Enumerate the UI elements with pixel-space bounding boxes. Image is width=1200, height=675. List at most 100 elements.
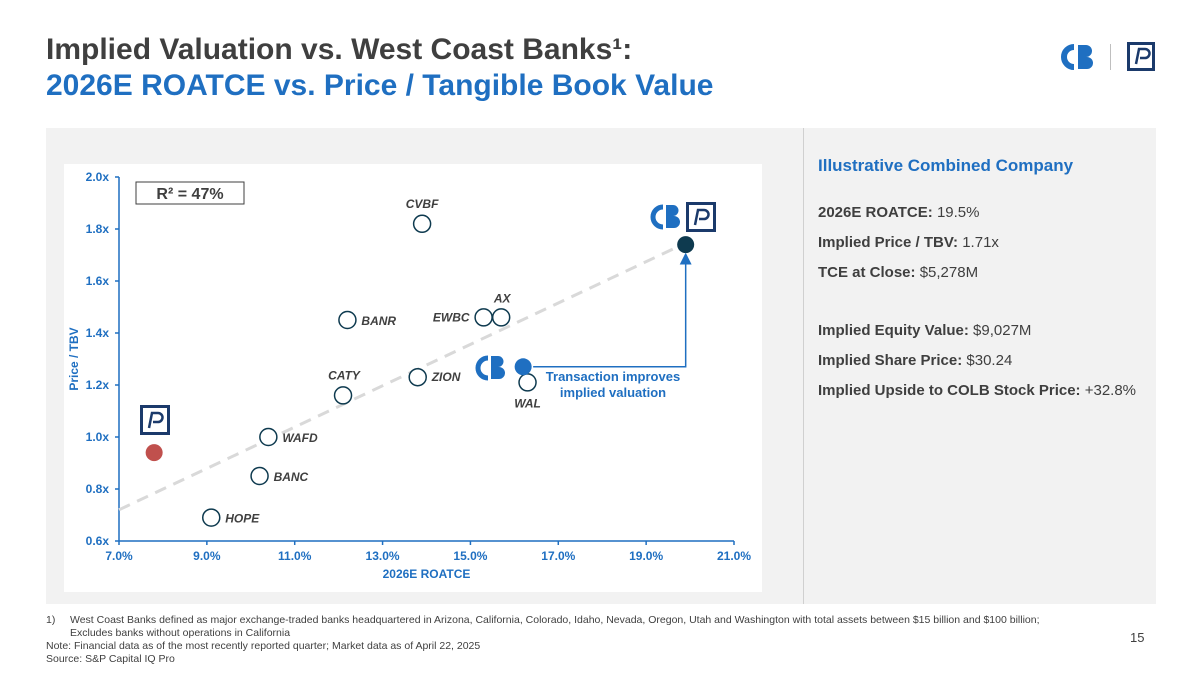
peer-points: CVBF BANR EWBC AX CATY ZION WAL WAFD BANC HOPE xyxy=(202,197,541,527)
peer-label: CATY xyxy=(328,368,361,382)
metric-equity-value: Implied Equity Value: $9,027M xyxy=(818,316,1148,346)
transaction-arrow xyxy=(533,252,692,368)
metric-value: +32.8% xyxy=(1084,382,1137,399)
metric-label: Implied Upside to COLB Stock Price: xyxy=(818,382,1081,399)
y-tick-label: 0.8x xyxy=(86,482,110,496)
y-tick-label: 1.4x xyxy=(86,326,110,340)
r-squared-box: R² = 47% xyxy=(135,181,245,205)
metric-label: Implied Share Price: xyxy=(818,352,963,369)
peer-marker xyxy=(250,466,269,486)
x-tick-label: 9.0% xyxy=(193,549,221,563)
slide-title: Implied Valuation vs. West Coast Banks¹:… xyxy=(46,32,713,104)
columbia-point xyxy=(514,358,532,376)
combined-point xyxy=(677,236,695,254)
metric-value: 19.5% xyxy=(936,204,980,221)
pacpremier-logo-icon xyxy=(686,202,716,232)
peer-point-caty: CATY xyxy=(328,368,361,405)
metric-upside: Implied Upside to COLB Stock Price: +32.… xyxy=(818,376,1148,406)
footnote-note: Note: Financial data as of the most rece… xyxy=(46,640,481,652)
cb-logo-icon xyxy=(1061,44,1093,70)
metric-label: Implied Price / TBV: xyxy=(818,234,959,251)
metric-label: 2026E ROATCE: xyxy=(818,204,933,221)
footnotes: 1) West Coast Banks defined as major exc… xyxy=(46,614,1126,666)
x-tick-label: 21.0% xyxy=(717,549,751,563)
pacpremier-logo-icon xyxy=(1127,42,1155,71)
peer-point-hope: HOPE xyxy=(202,508,260,527)
metric-label: Implied Equity Value: xyxy=(818,322,969,339)
footnote-1-continued: Excludes banks without operations in Cal… xyxy=(70,627,291,639)
combined-company-panel: Illustrative Combined Company 2026E ROAT… xyxy=(818,156,1148,406)
x-tick-label: 17.0% xyxy=(541,549,575,563)
cb-logo-icon xyxy=(475,355,505,381)
peer-label: HOPE xyxy=(225,512,260,526)
logo-inner xyxy=(689,205,713,229)
pacpremier-point xyxy=(145,444,163,462)
peer-label: WAL xyxy=(514,396,541,410)
metric-roatce: 2026E ROATCE: 19.5% xyxy=(818,198,1148,228)
peer-point-wal: WAL xyxy=(514,373,541,410)
page-number: 15 xyxy=(1130,630,1145,645)
peer-marker xyxy=(518,373,537,392)
x-tick-label: 19.0% xyxy=(629,549,663,563)
transaction-annotation: Transaction improves implied valuation xyxy=(546,369,680,400)
footnote-source: Source: S&P Capital IQ Pro xyxy=(46,653,175,665)
peer-label: ZION xyxy=(431,370,461,384)
footnote-1: 1) West Coast Banks defined as major exc… xyxy=(46,614,1126,627)
peer-point-ax: AX xyxy=(491,291,512,327)
metric-value: $5,278M xyxy=(919,264,979,281)
peer-marker xyxy=(202,508,221,527)
metric-value: 1.71x xyxy=(962,234,999,251)
metric-value: $9,027M xyxy=(973,322,1032,339)
logo-c xyxy=(650,204,664,230)
logo-mark xyxy=(693,208,710,226)
y-tick-label: 0.6x xyxy=(86,534,110,548)
peer-label: EWBC xyxy=(433,310,470,324)
y-tick-label: 2.0x xyxy=(86,170,110,184)
peer-point-banc: BANC xyxy=(250,466,309,486)
logo-b xyxy=(666,205,680,228)
peer-label: BANR xyxy=(361,314,396,328)
chart-axes: 7.0% 9.0% 11.0% 13.0% 15.0% 17.0% 19.0% 21.0% 0.… xyxy=(67,170,751,581)
metric-price-tbv: Implied Price / TBV: 1.71x xyxy=(818,228,1148,258)
peer-label: WAFD xyxy=(282,431,318,445)
y-tick-label: 1.0x xyxy=(86,430,110,444)
logo-mark xyxy=(147,411,164,429)
peer-marker xyxy=(491,308,511,327)
r-squared-label: R² = 47% xyxy=(156,186,223,203)
pacpremier-logo-icon xyxy=(140,405,170,435)
peer-marker xyxy=(333,386,353,405)
footnote-number: 1) xyxy=(46,614,56,626)
x-tick-label: 11.0% xyxy=(278,549,312,563)
x-tick-label: 15.0% xyxy=(453,549,487,563)
header-logos xyxy=(1061,42,1155,71)
peer-marker xyxy=(259,427,278,447)
logo-b xyxy=(491,356,505,379)
logo-divider xyxy=(1110,44,1111,70)
metric-value: $30.24 xyxy=(966,352,1013,369)
peer-point-banr: BANR xyxy=(338,310,396,330)
footnote-text: West Coast Banks defined as major exchan… xyxy=(70,614,1040,626)
metric-share-price: Implied Share Price: $30.24 xyxy=(818,346,1148,376)
peer-point-zion: ZION xyxy=(408,367,461,387)
highlighted-points: Transaction improves implied valuation xyxy=(140,202,716,462)
peer-label: BANC xyxy=(274,470,309,484)
peer-marker xyxy=(474,308,493,327)
peer-marker xyxy=(412,214,432,234)
y-tick-label: 1.6x xyxy=(86,274,110,288)
y-tick-label: 1.8x xyxy=(86,222,110,236)
peer-marker xyxy=(338,310,357,330)
metric-tce: TCE at Close: $5,278M xyxy=(818,258,1148,288)
title-line-2: 2026E ROATCE vs. Price / Tangible Book V… xyxy=(46,69,714,102)
x-axis-title: 2026E ROATCE xyxy=(383,567,471,581)
metric-label: TCE at Close: xyxy=(818,264,916,281)
peer-marker xyxy=(408,367,427,387)
logo-c xyxy=(475,355,489,381)
peer-point-cvbf: CVBF xyxy=(406,197,439,234)
y-axis-title: Price / TBV xyxy=(67,327,81,390)
peer-point-wafd: WAFD xyxy=(259,427,318,447)
peer-point-ewbc: EWBC xyxy=(433,308,493,327)
peer-label: CVBF xyxy=(406,197,439,211)
combined-company-heading: Illustrative Combined Company xyxy=(818,156,1074,175)
regression-line xyxy=(118,245,678,512)
